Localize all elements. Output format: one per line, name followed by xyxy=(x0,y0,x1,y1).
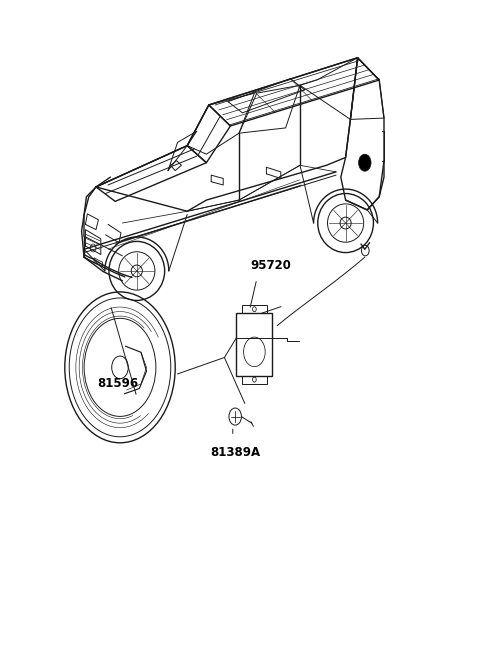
Text: 95720: 95720 xyxy=(251,259,292,272)
Text: 81596: 81596 xyxy=(97,377,138,390)
Text: 81389A: 81389A xyxy=(210,446,260,459)
Circle shape xyxy=(359,154,371,171)
Bar xyxy=(242,375,267,384)
Bar xyxy=(237,314,273,375)
Bar xyxy=(242,305,267,314)
